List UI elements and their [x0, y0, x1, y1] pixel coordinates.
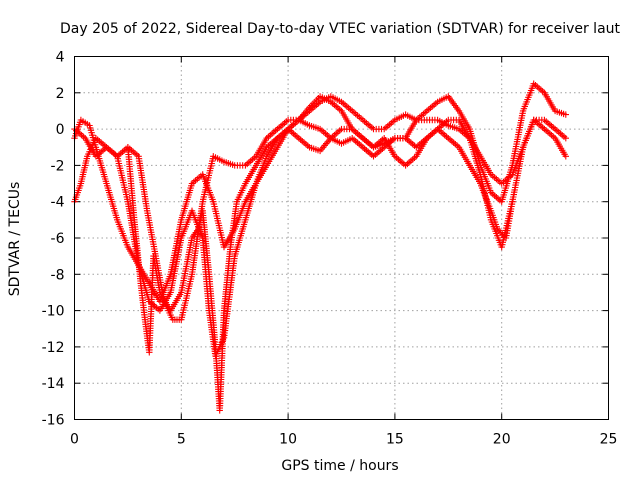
y-tick-label: -16	[42, 413, 65, 429]
x-axis-title: GPS time / hours	[281, 458, 398, 474]
y-tick-label: 4	[56, 50, 65, 66]
x-tick-label: 20	[493, 432, 511, 448]
chart-title: Day 205 of 2022, Sidereal Day-to-day VTE…	[60, 21, 621, 37]
data-point	[509, 198, 516, 205]
plot-area	[71, 80, 569, 414]
x-tick-label: 10	[279, 432, 297, 448]
series-track-3	[71, 116, 569, 360]
y-tick-label: -12	[42, 340, 65, 356]
x-tick-label: 15	[386, 432, 404, 448]
y-tick-label: -10	[42, 304, 65, 320]
series-line	[127, 119, 514, 411]
axis-tick-labels: 0 5 10 15 20 25 -16 -14 -12 -10 -8 -6 -4 -2 0 2 4	[42, 50, 618, 448]
data-point	[562, 111, 569, 118]
data-point	[562, 153, 569, 160]
data-point	[562, 135, 569, 142]
y-tick-label: -14	[42, 376, 65, 392]
y-tick-label: 0	[56, 122, 65, 138]
y-tick-label: 2	[56, 86, 65, 102]
x-tick-label: 25	[600, 432, 618, 448]
y-tick-label: -2	[51, 158, 65, 174]
y-tick-label: -6	[51, 231, 65, 247]
series-track-4	[124, 116, 516, 414]
y-axis-title: SDTVAR / TECUs	[7, 182, 23, 297]
plot-frame	[74, 56, 609, 420]
x-tick-label: 5	[177, 432, 186, 448]
x-tick-label: 0	[70, 432, 79, 448]
y-tick-label: -4	[51, 195, 65, 211]
y-tick-label: -8	[51, 267, 65, 283]
